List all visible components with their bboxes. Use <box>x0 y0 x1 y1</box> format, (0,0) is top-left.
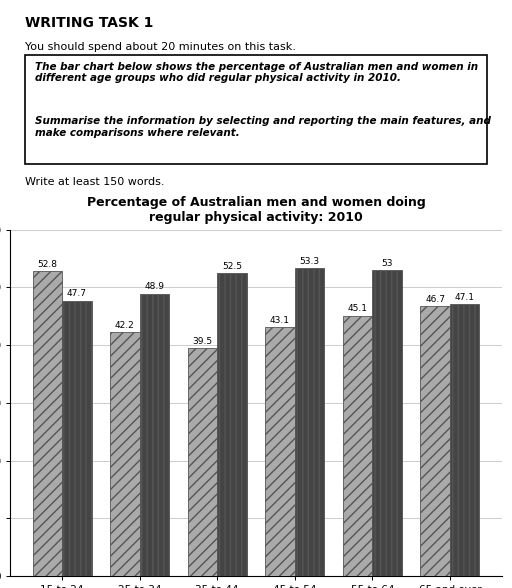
Bar <box>217 273 247 576</box>
FancyBboxPatch shape <box>25 55 487 164</box>
Text: 43.1: 43.1 <box>270 316 290 325</box>
Bar <box>295 268 324 576</box>
Bar <box>450 304 479 576</box>
Text: 52.8: 52.8 <box>37 260 57 269</box>
Bar <box>62 300 92 576</box>
Title: Percentage of Australian men and women doing
regular physical activity: 2010: Percentage of Australian men and women d… <box>87 196 425 224</box>
Bar <box>110 332 140 576</box>
Text: WRITING TASK 1: WRITING TASK 1 <box>25 16 154 30</box>
Bar <box>188 348 217 576</box>
Text: 46.7: 46.7 <box>425 295 445 304</box>
Bar <box>420 306 450 576</box>
Text: 42.2: 42.2 <box>115 321 135 330</box>
Text: Summarise the information by selecting and reporting the main features, and
make: Summarise the information by selecting a… <box>35 116 490 138</box>
Text: 48.9: 48.9 <box>144 282 164 292</box>
Text: 52.5: 52.5 <box>222 262 242 270</box>
Bar <box>343 316 372 576</box>
Bar <box>140 294 169 576</box>
Text: 47.7: 47.7 <box>67 289 87 298</box>
Text: Write at least 150 words.: Write at least 150 words. <box>25 178 164 188</box>
Bar <box>372 270 402 576</box>
Text: You should spend about 20 minutes on this task.: You should spend about 20 minutes on thi… <box>25 42 296 52</box>
Text: 53: 53 <box>381 259 393 268</box>
Text: The bar chart below shows the percentage of Australian men and women in
differen: The bar chart below shows the percentage… <box>35 62 478 83</box>
Text: 47.1: 47.1 <box>455 293 475 302</box>
Text: 39.5: 39.5 <box>193 337 212 346</box>
Text: 45.1: 45.1 <box>348 305 368 313</box>
Text: 53.3: 53.3 <box>300 257 319 266</box>
Bar <box>265 328 295 576</box>
Bar <box>33 271 62 576</box>
